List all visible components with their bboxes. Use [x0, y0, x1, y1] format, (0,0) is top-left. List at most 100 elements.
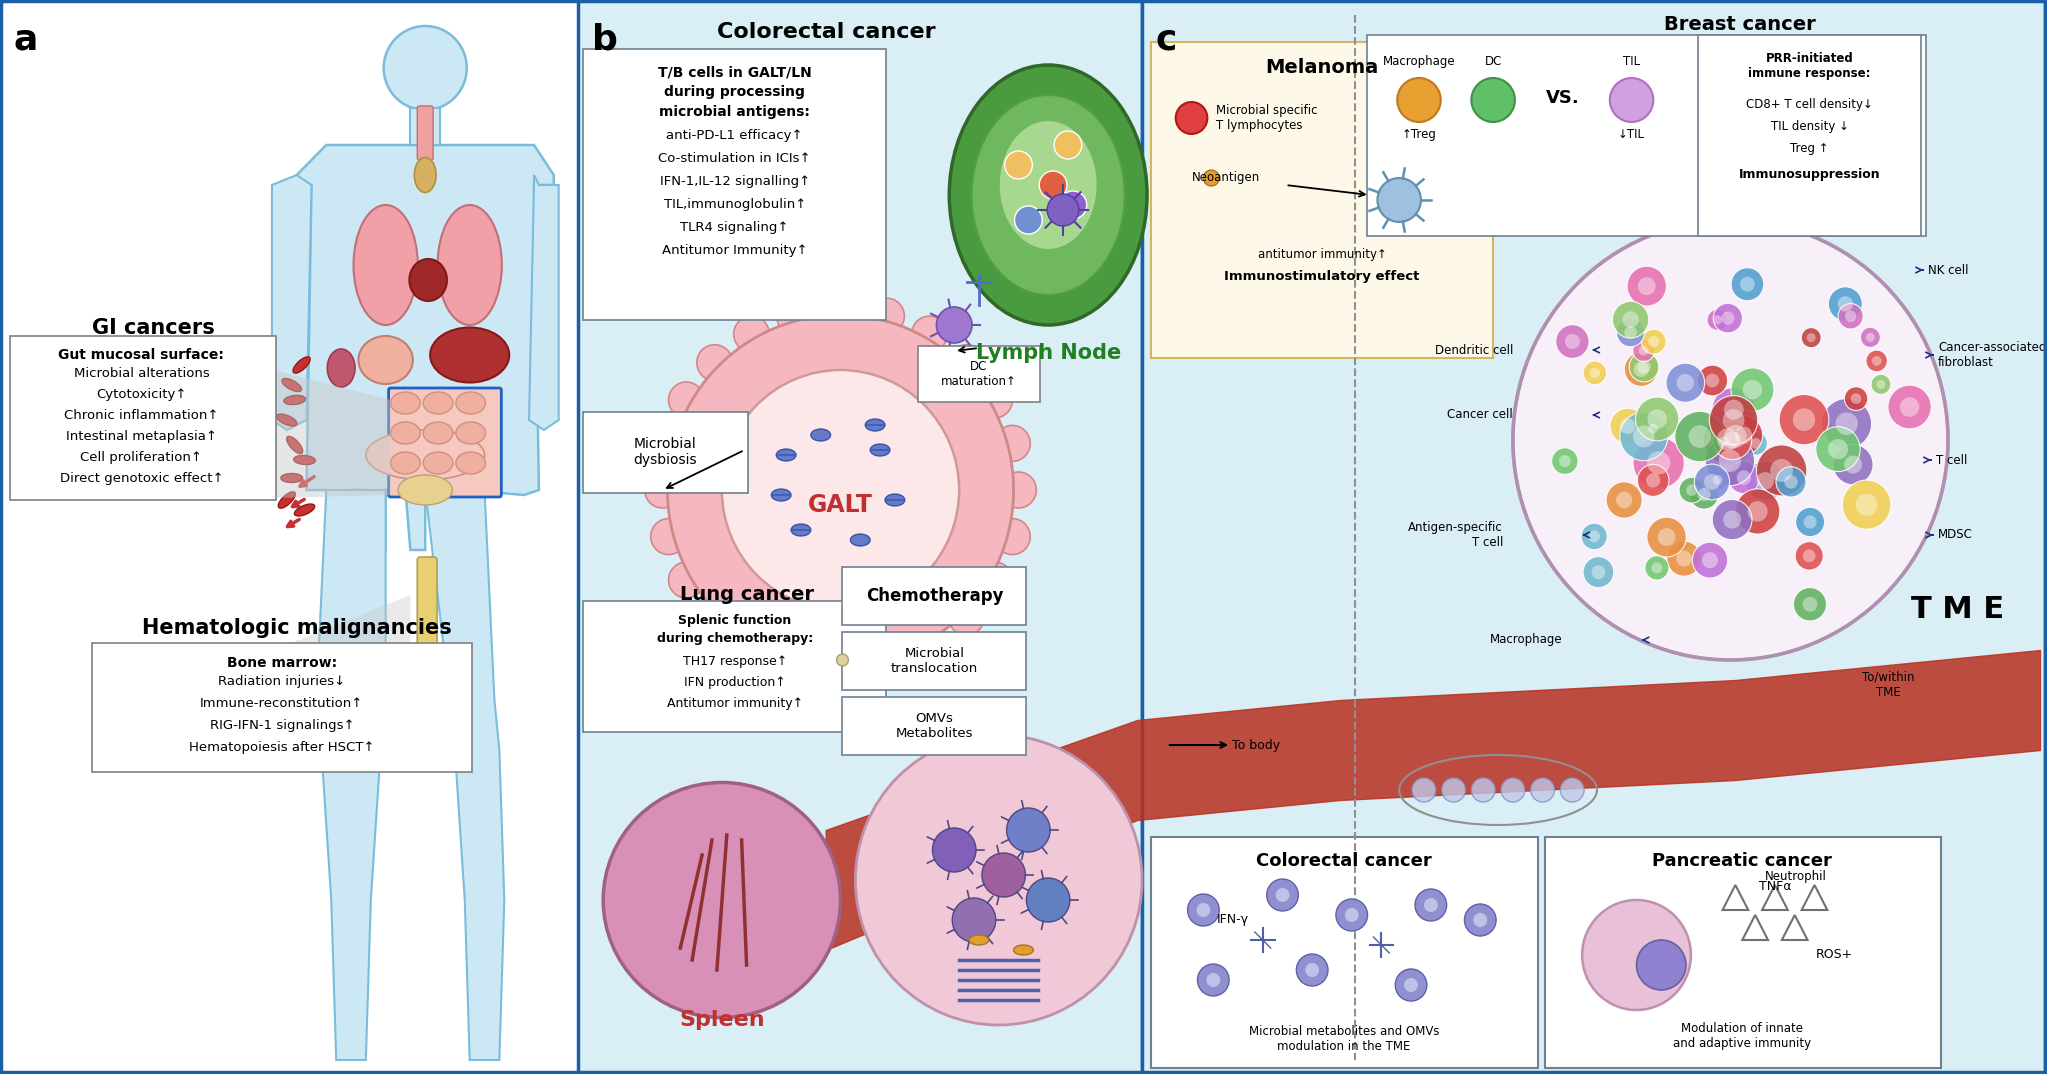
- FancyBboxPatch shape: [389, 388, 501, 497]
- Text: TNFα: TNFα: [1760, 880, 1791, 892]
- Circle shape: [1807, 333, 1815, 343]
- Text: Colorectal cancer: Colorectal cancer: [716, 21, 936, 42]
- Circle shape: [1776, 467, 1805, 497]
- Circle shape: [1795, 541, 1824, 570]
- Circle shape: [1722, 510, 1741, 528]
- Circle shape: [1693, 542, 1728, 578]
- Polygon shape: [410, 108, 441, 145]
- Circle shape: [1472, 78, 1515, 122]
- Circle shape: [1648, 451, 1670, 475]
- Circle shape: [776, 645, 811, 682]
- Circle shape: [1666, 541, 1702, 576]
- Text: Treg ↑: Treg ↑: [1791, 142, 1830, 155]
- Circle shape: [1793, 587, 1826, 621]
- Text: Immunosuppression: Immunosuppression: [1739, 168, 1880, 182]
- Circle shape: [1648, 423, 1658, 433]
- Text: antitumor immunity↑: antitumor immunity↑: [1259, 248, 1387, 261]
- Circle shape: [911, 316, 948, 352]
- Circle shape: [994, 519, 1031, 554]
- Circle shape: [1838, 296, 1853, 311]
- Ellipse shape: [414, 158, 437, 192]
- Circle shape: [1828, 439, 1849, 460]
- Circle shape: [1623, 311, 1639, 328]
- Polygon shape: [273, 595, 410, 770]
- Circle shape: [1642, 330, 1666, 354]
- Text: Lung cancer: Lung cancer: [679, 585, 814, 604]
- Circle shape: [1403, 978, 1418, 992]
- Circle shape: [667, 315, 1014, 665]
- Circle shape: [1712, 430, 1735, 453]
- Circle shape: [1621, 412, 1668, 461]
- Ellipse shape: [1014, 945, 1033, 955]
- Circle shape: [1704, 474, 1720, 490]
- Text: TH17 response↑: TH17 response↑: [683, 655, 787, 668]
- Circle shape: [1060, 191, 1087, 219]
- Text: Melanoma: Melanoma: [1265, 58, 1379, 77]
- Text: TIL: TIL: [1623, 55, 1639, 68]
- Ellipse shape: [422, 452, 453, 474]
- Circle shape: [1743, 432, 1768, 455]
- Polygon shape: [424, 490, 505, 1060]
- Text: TIL,immunoglobulin↑: TIL,immunoglobulin↑: [664, 198, 805, 211]
- Circle shape: [1731, 368, 1774, 411]
- Text: Co-stimulation in ICIs↑: Co-stimulation in ICIs↑: [658, 153, 811, 165]
- Circle shape: [822, 292, 859, 328]
- Ellipse shape: [455, 392, 486, 413]
- Circle shape: [1836, 412, 1859, 435]
- FancyBboxPatch shape: [1151, 42, 1492, 358]
- Circle shape: [1004, 151, 1033, 179]
- Circle shape: [1803, 516, 1817, 528]
- Ellipse shape: [294, 357, 310, 373]
- Circle shape: [1610, 408, 1646, 444]
- Text: Neutrophil: Neutrophil: [1766, 870, 1828, 883]
- Circle shape: [1666, 363, 1706, 403]
- Circle shape: [1803, 550, 1815, 563]
- Circle shape: [722, 371, 958, 610]
- Circle shape: [698, 345, 733, 380]
- Text: Cancer cell: Cancer cell: [1447, 408, 1513, 421]
- Circle shape: [1722, 409, 1745, 431]
- Circle shape: [1625, 326, 1637, 339]
- Circle shape: [1838, 304, 1863, 329]
- Text: OMVs
Metabolites: OMVs Metabolites: [896, 712, 973, 740]
- Text: Modulation of innate
and adaptive immunity: Modulation of innate and adaptive immuni…: [1673, 1022, 1811, 1050]
- Ellipse shape: [354, 205, 418, 325]
- Circle shape: [1637, 277, 1656, 295]
- Circle shape: [977, 562, 1012, 598]
- Circle shape: [1027, 879, 1070, 921]
- FancyBboxPatch shape: [418, 106, 433, 160]
- Ellipse shape: [971, 95, 1124, 295]
- Circle shape: [1718, 436, 1728, 447]
- Circle shape: [1706, 436, 1755, 485]
- Circle shape: [650, 519, 687, 554]
- FancyBboxPatch shape: [1544, 837, 1942, 1068]
- Circle shape: [1441, 778, 1466, 802]
- Circle shape: [1855, 494, 1877, 516]
- Text: Antitumor Immunity↑: Antitumor Immunity↑: [662, 244, 807, 257]
- Ellipse shape: [391, 392, 420, 413]
- Circle shape: [1747, 502, 1768, 522]
- Text: To/within
TME: To/within TME: [1863, 671, 1915, 699]
- Circle shape: [1565, 334, 1579, 349]
- Text: microbial antigens:: microbial antigens:: [658, 105, 809, 119]
- Circle shape: [1606, 482, 1642, 518]
- Ellipse shape: [397, 475, 453, 505]
- Ellipse shape: [327, 349, 354, 387]
- Text: GI cancers: GI cancers: [91, 318, 215, 338]
- Circle shape: [1708, 309, 1728, 331]
- Circle shape: [1207, 973, 1219, 987]
- Circle shape: [1741, 277, 1755, 292]
- Circle shape: [948, 599, 983, 636]
- Circle shape: [1712, 499, 1751, 540]
- Text: Microbial
dysbiosis: Microbial dysbiosis: [633, 437, 698, 467]
- Text: DC: DC: [1484, 55, 1503, 68]
- Circle shape: [1346, 908, 1358, 921]
- Circle shape: [855, 735, 1143, 1025]
- Circle shape: [1801, 328, 1822, 348]
- Ellipse shape: [811, 429, 830, 441]
- Circle shape: [1335, 899, 1368, 931]
- Circle shape: [776, 299, 811, 334]
- Circle shape: [1658, 528, 1675, 546]
- Circle shape: [1722, 311, 1735, 324]
- FancyBboxPatch shape: [584, 412, 747, 493]
